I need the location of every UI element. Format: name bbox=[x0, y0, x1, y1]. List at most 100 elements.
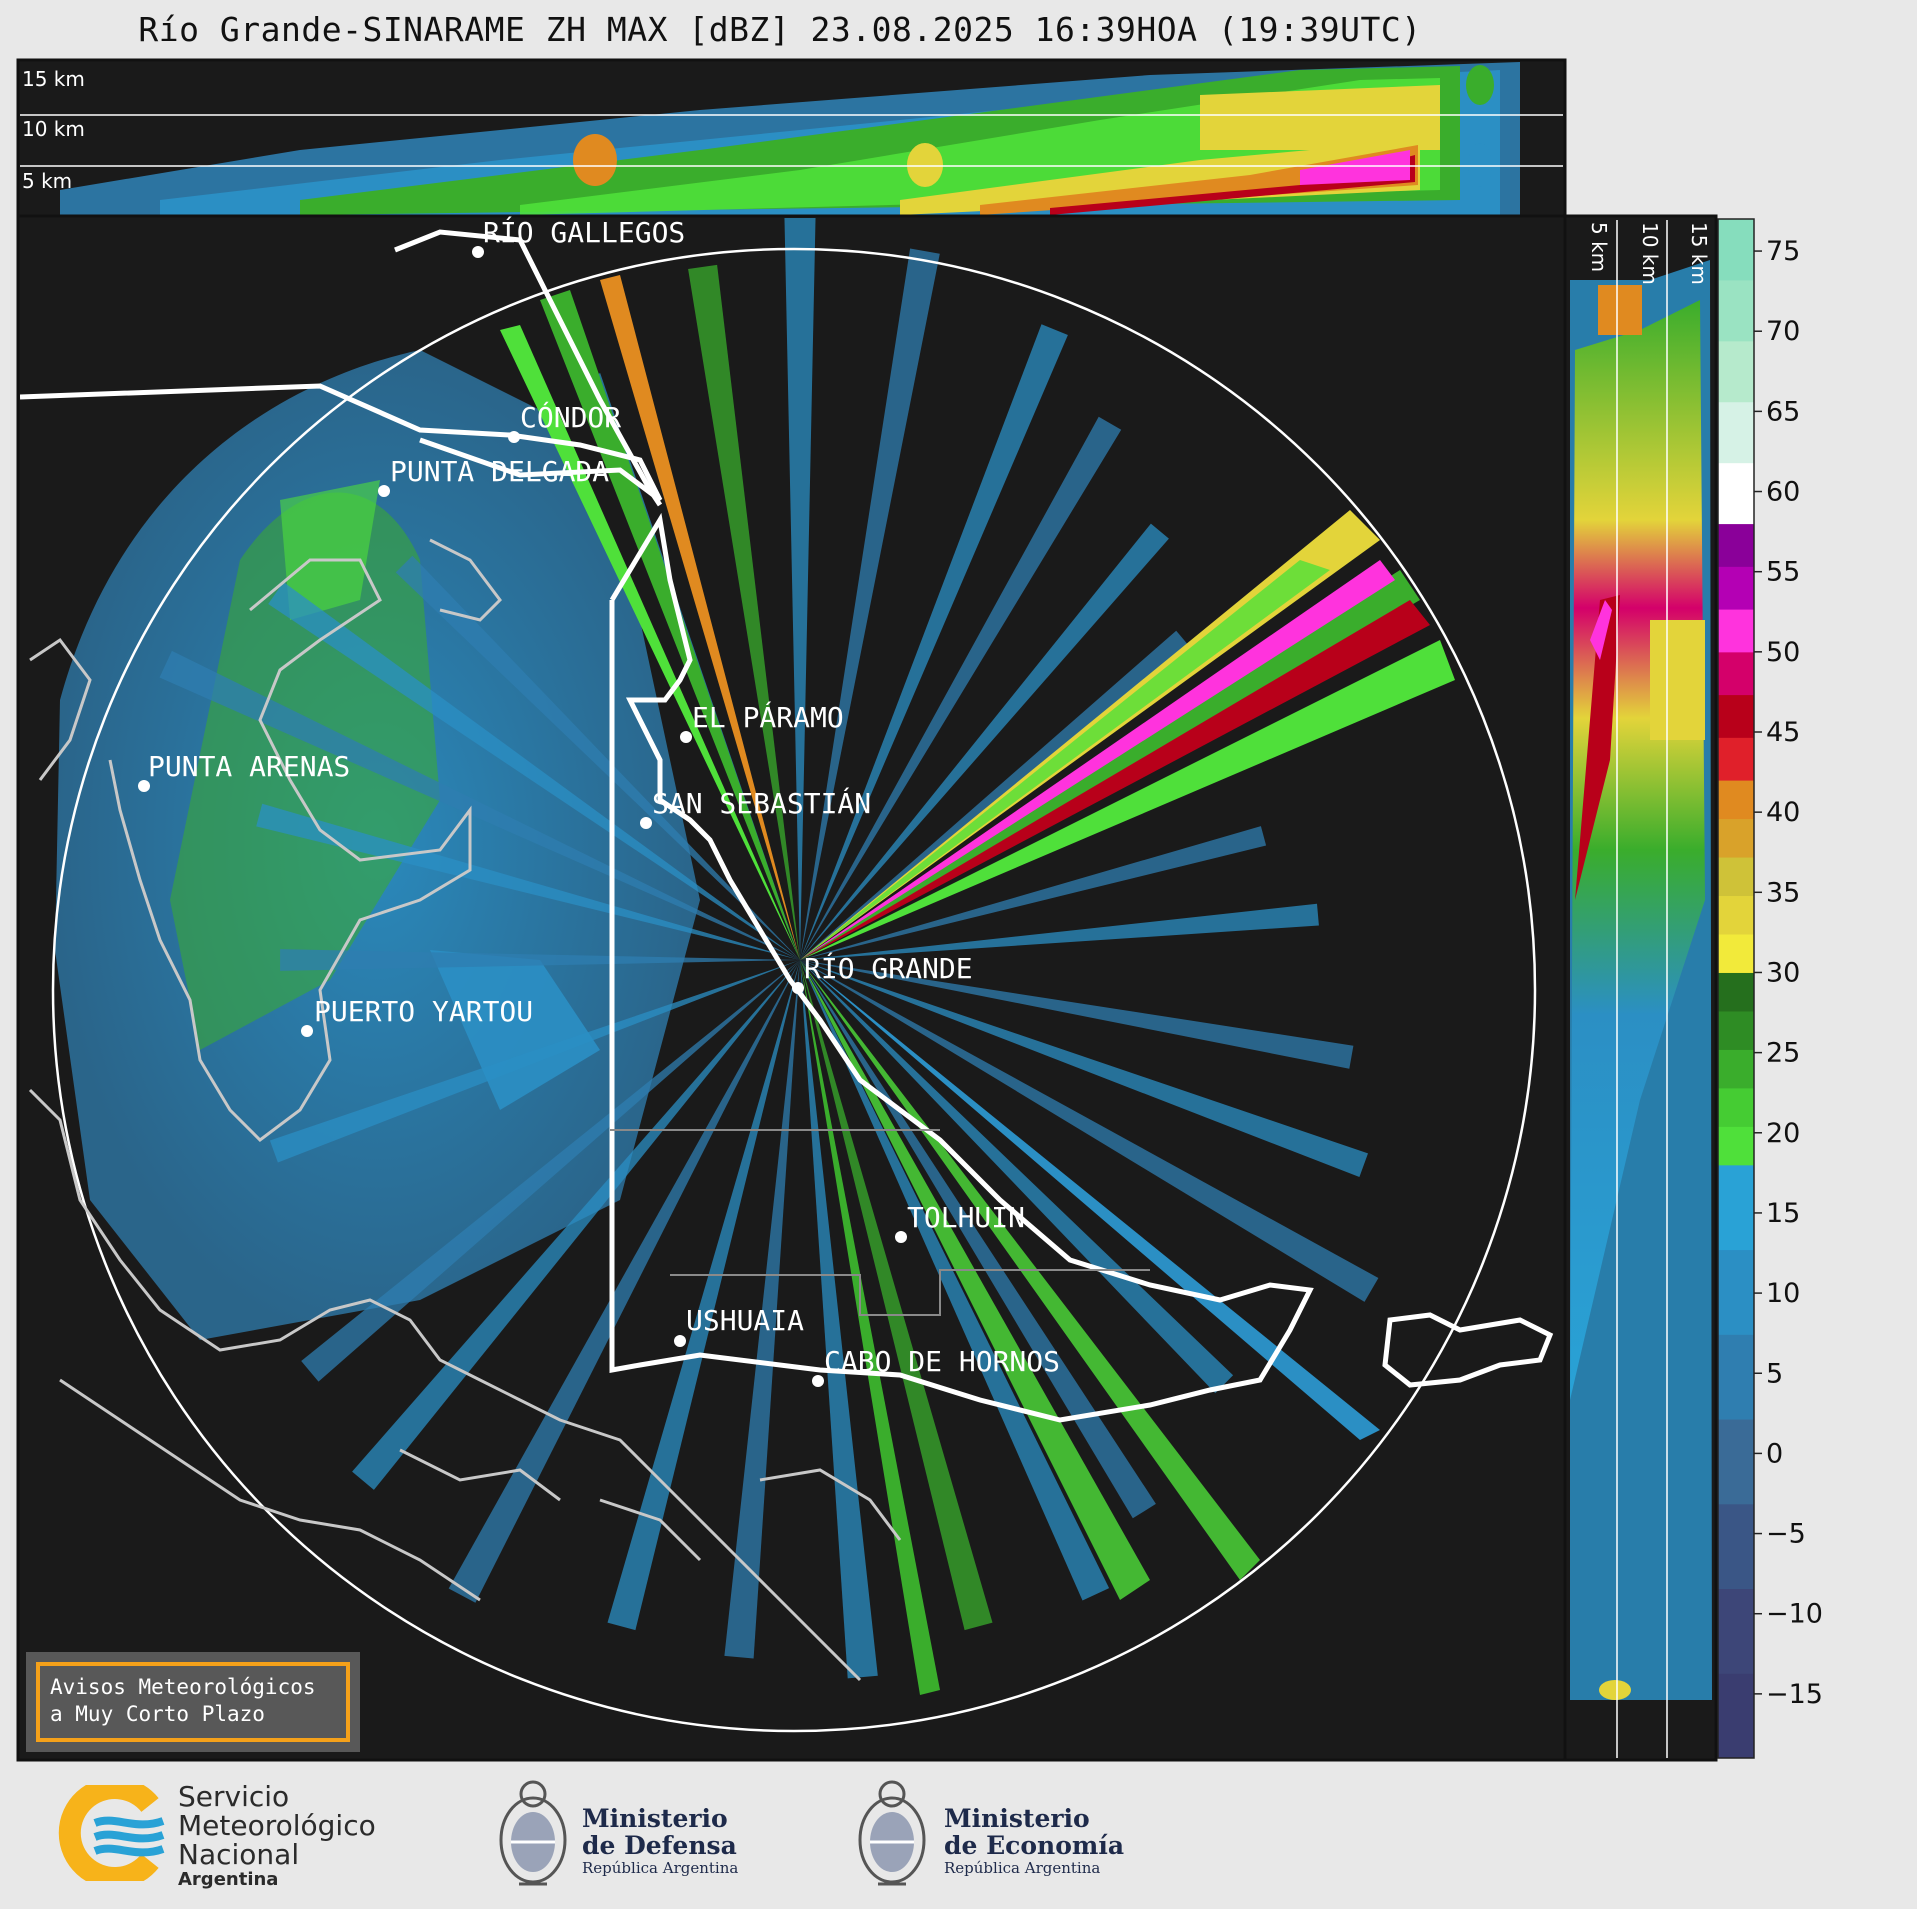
radar-beam bbox=[269, 960, 800, 1163]
place-marker bbox=[792, 982, 804, 994]
place-label: PUNTA DELGADA bbox=[390, 455, 609, 488]
colorbar-tick-label: 55 bbox=[1766, 557, 1800, 588]
colorbar-band bbox=[1718, 857, 1754, 897]
economia-logo-text: Ministerio de Economía República Argenti… bbox=[944, 1805, 1124, 1877]
colorbar-band bbox=[1718, 1249, 1754, 1335]
colorbar-band bbox=[1718, 219, 1754, 281]
colorbar-band bbox=[1718, 1164, 1754, 1251]
argentina-coat-of-arms-icon bbox=[499, 1780, 567, 1886]
colorbar-tick-label: 20 bbox=[1766, 1118, 1800, 1149]
main-map-panel: RÍO GALLEGOS CÓNDOR PUNTA DELGADA EL PÁR… bbox=[16, 214, 1567, 1762]
colorbar-tick-label: 45 bbox=[1766, 717, 1800, 748]
radar-beams bbox=[159, 218, 1379, 1679]
colorbar-tick-label: 40 bbox=[1766, 797, 1800, 828]
place-label: USHUAIA bbox=[686, 1304, 804, 1337]
colorbar-tick-label: 15 bbox=[1766, 1198, 1800, 1229]
notice-line: a Muy Corto Plazo bbox=[50, 1702, 265, 1726]
smn-logo-text: Servicio Meteorológico Nacional Argentin… bbox=[178, 1782, 376, 1891]
radar-beam bbox=[280, 949, 801, 971]
radar-beam bbox=[800, 523, 1169, 960]
colorbar-tick-label: 5 bbox=[1766, 1358, 1783, 1389]
place-marker bbox=[378, 485, 390, 497]
colorbar-tick-label: 60 bbox=[1766, 477, 1800, 508]
radar-beam bbox=[800, 903, 1319, 960]
colorbar-band bbox=[1718, 1049, 1754, 1089]
place-label: EL PÁRAMO bbox=[692, 700, 844, 734]
logo-line: República Argentina bbox=[582, 1859, 739, 1877]
chart-title: Río Grande-SINARAME ZH MAX [dBZ] 23.08.2… bbox=[138, 10, 1422, 49]
logo-line: Meteorológico bbox=[178, 1809, 376, 1842]
colorbar-band bbox=[1718, 1503, 1754, 1590]
colorbar-band bbox=[1718, 972, 1754, 1012]
colorbar-band bbox=[1718, 737, 1754, 781]
place-marker bbox=[812, 1375, 824, 1387]
radar-beam bbox=[800, 960, 878, 1679]
border-line bbox=[20, 383, 663, 502]
place-marker bbox=[640, 817, 652, 829]
place-label: PUERTO YARTOU bbox=[314, 995, 533, 1028]
colorbar-band bbox=[1718, 780, 1754, 820]
radar-beam bbox=[395, 555, 800, 960]
coastline bbox=[394, 229, 663, 507]
colorbar-band bbox=[1718, 401, 1754, 464]
place-labels: RÍO GALLEGOS CÓNDOR PUNTA DELGADA EL PÁR… bbox=[138, 215, 1060, 1387]
top-altitude-label: 5 km bbox=[22, 169, 72, 193]
chile-coastline bbox=[29, 538, 502, 1142]
top-cross-section-panel: 15 km 10 km 5 km bbox=[16, 58, 1567, 219]
colorbar-tick-label: 30 bbox=[1766, 957, 1800, 988]
place-marker bbox=[138, 780, 150, 792]
defensa-logo-text: Ministerio de Defensa República Argentin… bbox=[582, 1805, 738, 1877]
place-label: RÍO GRANDE bbox=[804, 951, 973, 985]
radar-beam bbox=[159, 650, 800, 960]
logo-line: Ministerio bbox=[944, 1804, 1090, 1833]
place-marker bbox=[680, 731, 692, 743]
colorbar-band bbox=[1718, 1087, 1754, 1127]
colorbar-band bbox=[1718, 895, 1754, 935]
colorbar-band bbox=[1718, 1673, 1754, 1759]
colorbar-tick-label: −5 bbox=[1766, 1519, 1806, 1550]
logo-line: de Economía bbox=[944, 1831, 1125, 1860]
radar-beam bbox=[800, 960, 1379, 1302]
place-label: SAN SEBASTIÁN bbox=[652, 786, 871, 820]
radar-beam bbox=[800, 960, 993, 1631]
place-marker bbox=[301, 1025, 313, 1037]
logo-line: Servicio bbox=[178, 1780, 290, 1813]
radar-beam bbox=[448, 960, 800, 1603]
side-altitude-label: 15 km bbox=[1687, 222, 1711, 285]
colorbar-tick-label: 50 bbox=[1766, 637, 1800, 668]
colorbar-band bbox=[1718, 1126, 1754, 1166]
radar-beam bbox=[800, 324, 1068, 960]
radar-beam bbox=[724, 960, 800, 1659]
colorbar-tick-label: 75 bbox=[1766, 236, 1800, 267]
radar-beam bbox=[800, 248, 940, 960]
place-label: CÓNDOR bbox=[520, 400, 621, 434]
colorbar-band bbox=[1718, 1588, 1754, 1674]
logo-line: República Argentina bbox=[944, 1859, 1101, 1877]
radar-beam bbox=[301, 960, 800, 1382]
colorbar-band bbox=[1718, 818, 1754, 858]
colorbar-band bbox=[1718, 279, 1754, 342]
range-ring bbox=[51, 247, 1537, 1733]
colorbar-tick-label: 10 bbox=[1766, 1278, 1800, 1309]
radar-beam bbox=[784, 218, 816, 960]
place-marker bbox=[674, 1335, 686, 1347]
notice-line: Avisos Meteorológicos bbox=[50, 1675, 316, 1699]
place-label: PUNTA ARENAS bbox=[148, 750, 350, 783]
side-cross-section-panel: 5 km 10 km 15 km bbox=[1563, 214, 1718, 1762]
colorbar-band bbox=[1718, 523, 1754, 567]
tierra-del-fuego-coast bbox=[609, 512, 1314, 1423]
radar-beam bbox=[800, 960, 1354, 1069]
radar-beam bbox=[800, 826, 1267, 960]
place-label: CABO DE HORNOS bbox=[824, 1345, 1060, 1378]
logo-line: Nacional bbox=[178, 1838, 300, 1871]
logo-line: de Defensa bbox=[582, 1831, 737, 1860]
colorbar-band bbox=[1718, 566, 1754, 610]
colorbar-tick-label: −10 bbox=[1766, 1599, 1823, 1630]
isla-de-los-estados bbox=[1382, 1312, 1554, 1388]
top-altitude-label: 10 km bbox=[22, 117, 85, 141]
colorbar-band bbox=[1718, 1334, 1754, 1420]
colorbar-tick-label: 65 bbox=[1766, 396, 1800, 427]
colorbar-band bbox=[1718, 651, 1754, 696]
colorbar-tick-label: 70 bbox=[1766, 316, 1800, 347]
colorbar-band bbox=[1718, 1419, 1754, 1505]
